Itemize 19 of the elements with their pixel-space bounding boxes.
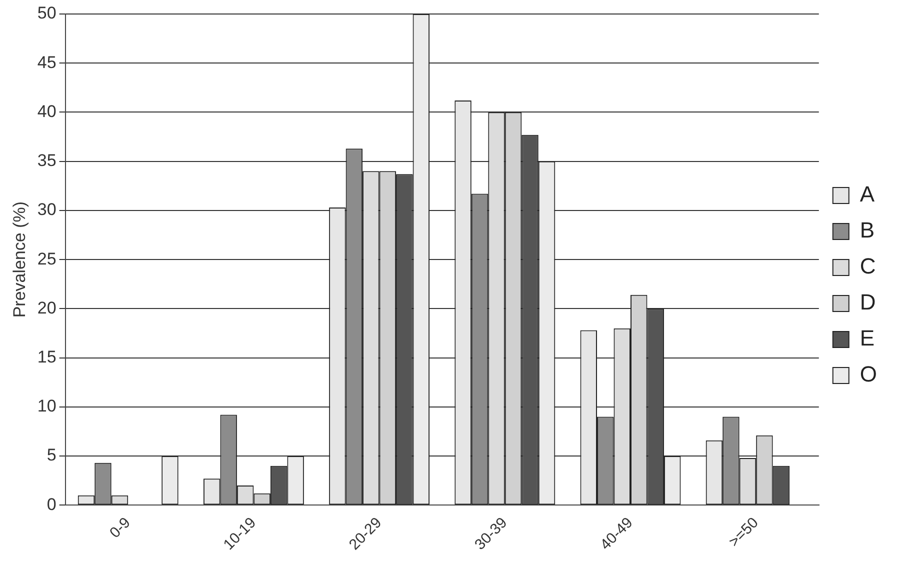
y-tick-label: 30	[37, 200, 56, 220]
y-tick-label: 35	[37, 151, 56, 170]
legend-label: D	[860, 290, 876, 315]
x-tick-label: 0-9	[106, 514, 134, 542]
y-tick-label: 5	[46, 446, 56, 465]
legend-label: C	[860, 254, 876, 279]
y-tick-label: 10	[37, 396, 56, 416]
y-tick-label: 0	[46, 494, 56, 514]
y-tick-label: 15	[37, 347, 56, 366]
legend-label: E	[860, 326, 875, 351]
legend-label: A	[860, 182, 875, 207]
y-tick-label: 40	[37, 102, 56, 121]
y-tick-label: 20	[37, 298, 56, 318]
legend-label: B	[860, 218, 875, 243]
y-tick-label: 50	[37, 4, 56, 23]
y-tick-label: 45	[37, 52, 56, 72]
y-tick-label: 25	[37, 249, 56, 268]
legend-label: O	[860, 362, 878, 387]
y-axis-title: Prevalence (%)	[10, 201, 29, 318]
